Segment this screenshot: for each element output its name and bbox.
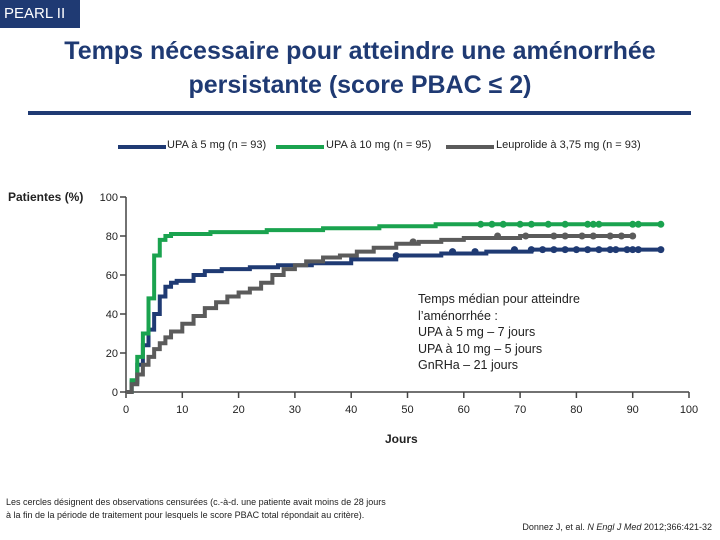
source-citation: Donnez J, et al. N Engl J Med 2012;366:4…: [522, 522, 712, 532]
censor-marker-upa5: [510, 246, 518, 254]
censor-marker-upa10: [544, 220, 552, 228]
censor-marker-upa10: [488, 220, 496, 228]
censor-marker-upa5: [471, 248, 479, 256]
source-suffix: 2012;366:421-32: [641, 522, 712, 532]
source-prefix: Donnez J, et al.: [522, 522, 588, 532]
censor-marker-upa5: [561, 246, 569, 254]
title-line-1: Temps nécessaire pour atteindre une amén…: [64, 37, 656, 65]
censor-marker-leuprolide: [578, 232, 586, 240]
censor-marker-upa5: [584, 246, 592, 254]
legend-label-upa10: UPA à 10 mg (n = 95): [326, 139, 432, 151]
censor-marker-upa5: [539, 246, 547, 254]
title-underline: [28, 111, 691, 115]
x-tick-label: 40: [345, 404, 357, 416]
censor-marker-upa5: [623, 246, 631, 254]
x-tick-label: 0: [123, 404, 129, 416]
censor-marker-upa5: [449, 248, 457, 256]
legend-item-leuprolide: Leuprolide à 3,75 mg (n = 93): [446, 138, 676, 156]
legend-swatch-upa5: [118, 145, 166, 149]
x-tick-label: 30: [289, 404, 301, 416]
censor-marker-upa10: [634, 220, 642, 228]
censor-marker-upa10: [629, 220, 637, 228]
x-tick-label: 60: [458, 404, 470, 416]
legend-swatch-leuprolide: [446, 145, 494, 149]
censor-marker-upa5: [629, 246, 637, 254]
censor-marker-upa5: [527, 246, 535, 254]
note-line-3: UPA à 5 mg – 7 jours: [418, 325, 536, 339]
censoring-footnote: Les cercles désignent des observations c…: [6, 497, 386, 520]
x-tick-label: 80: [570, 404, 582, 416]
censor-marker-upa10: [589, 220, 597, 228]
censor-marker-upa10: [561, 220, 569, 228]
x-tick-label: 20: [232, 404, 244, 416]
note-line-4: UPA à 10 mg – 5 jours: [418, 341, 543, 356]
legend-item-upa10: UPA à 10 mg (n = 95): [276, 138, 456, 156]
censor-marker-upa10: [516, 220, 524, 228]
note-line-5: GnRHa – 21 jours: [418, 358, 519, 372]
x-tick-label: 50: [401, 404, 413, 416]
x-axis-label: Jours: [385, 432, 418, 446]
censor-marker-upa5: [612, 246, 620, 254]
censor-marker-upa5: [572, 246, 580, 254]
legend-item-upa5: UPA à 5 mg (n = 93): [118, 138, 288, 156]
x-tick-label: 10: [176, 404, 188, 416]
x-tick-label: 100: [680, 404, 698, 416]
censor-marker-leuprolide: [617, 232, 625, 240]
censor-marker-leuprolide: [629, 232, 637, 240]
series-line-leuprolide: [126, 234, 633, 394]
censor-marker-upa10: [657, 220, 665, 228]
slide-title: Temps nécessaire pour atteindre une amén…: [0, 34, 720, 102]
source-journal: N Engl J Med: [587, 522, 642, 532]
note-line-2: l’aménorrhée :: [418, 308, 498, 323]
censor-marker-leuprolide: [522, 232, 530, 240]
censor-marker-upa10: [584, 220, 592, 228]
censor-marker-leuprolide: [561, 232, 569, 240]
censor-marker-upa5: [657, 246, 665, 254]
legend-label-upa5: UPA à 5 mg (n = 93): [167, 139, 267, 151]
y-tick-label: 0: [112, 387, 118, 399]
censor-marker-leuprolide: [589, 232, 597, 240]
censor-marker-upa5: [634, 246, 642, 254]
legend-label-leuprolide: Leuprolide à 3,75 mg (n = 93): [496, 139, 641, 151]
x-tick-label: 70: [514, 404, 526, 416]
censor-marker-leuprolide: [606, 232, 614, 240]
y-tick-label: 40: [106, 309, 118, 321]
censor-marker-upa5: [392, 252, 400, 259]
censor-marker-upa10: [477, 220, 485, 228]
x-tick-label: 90: [627, 404, 639, 416]
legend-swatch-upa10: [276, 145, 324, 149]
censor-marker-leuprolide: [409, 238, 417, 246]
median-time-note: Temps médian pour atteindre l’aménorrhée…: [418, 291, 580, 374]
y-tick-label: 100: [100, 192, 118, 204]
y-tick-label: 20: [106, 348, 118, 360]
censor-marker-upa5: [595, 246, 603, 254]
censor-marker-upa5: [550, 246, 558, 254]
y-tick-label: 60: [106, 270, 118, 282]
censor-marker-upa10: [595, 220, 603, 228]
censor-marker-upa10: [527, 220, 535, 228]
y-axis-label: Patientes (%): [8, 190, 84, 204]
censor-marker-leuprolide: [494, 232, 502, 240]
series-line-upa5: [126, 247, 661, 394]
title-line-2: persistante (score PBAC ≤ 2): [188, 71, 532, 99]
censor-marker-upa5: [606, 246, 614, 254]
series-line-upa10: [126, 222, 661, 394]
note-line-1: Temps médian pour atteindre: [418, 292, 580, 306]
censor-marker-upa10: [499, 220, 507, 228]
y-tick-label: 80: [106, 231, 118, 243]
study-badge: PEARL II: [0, 0, 80, 28]
censor-marker-leuprolide: [550, 232, 558, 240]
